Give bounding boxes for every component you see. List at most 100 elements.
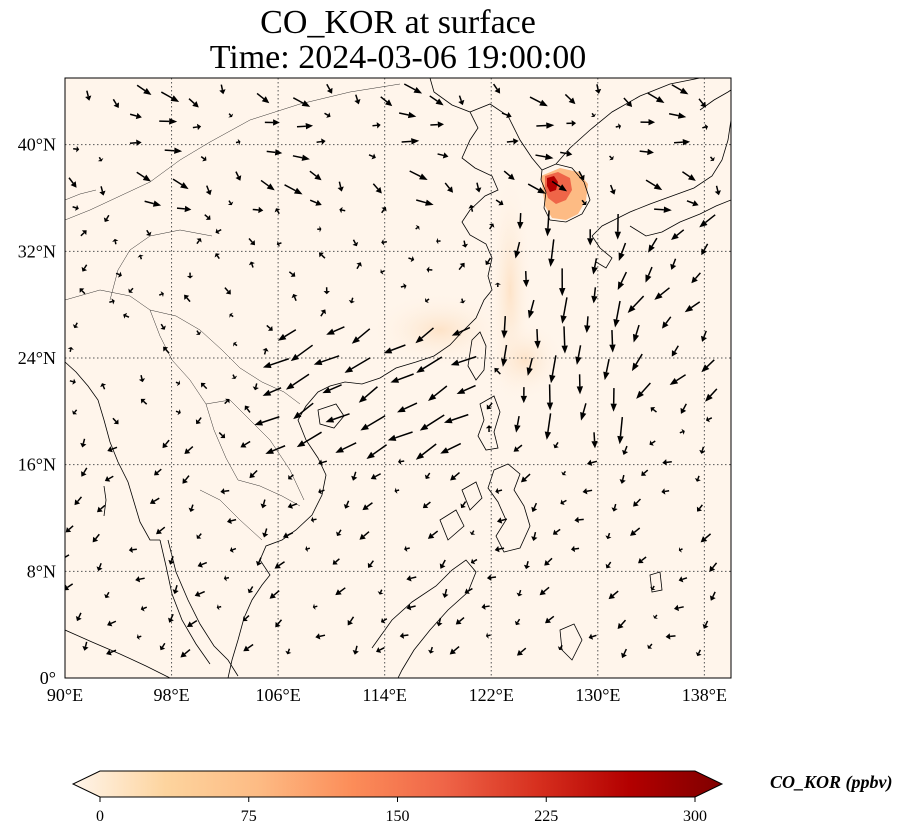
wind-arrow: [714, 185, 721, 196]
wind-arrow: [227, 200, 234, 206]
wind-arrow: [377, 589, 384, 595]
wind-arrow: [186, 272, 194, 279]
wind-arrow: [149, 497, 160, 505]
wind-arrow: [422, 501, 431, 509]
wind-arrow: [615, 123, 622, 130]
wind-arrow: [275, 619, 283, 628]
wind-arrow: [494, 367, 501, 375]
wind-arrow: [397, 402, 418, 413]
wind-arrow: [380, 96, 393, 107]
wind-arrow: [65, 525, 74, 533]
wind-arrow: [416, 356, 443, 373]
wind-arrow: [155, 526, 166, 535]
wind-arrow: [699, 446, 706, 454]
wind-arrow: [520, 387, 528, 404]
wind-arrow: [437, 152, 449, 159]
wind-arrow: [218, 432, 226, 439]
wind-arrow: [698, 98, 706, 108]
wind-arrow: [172, 178, 189, 190]
wind-arrow: [574, 516, 584, 524]
wind-arrow: [645, 266, 653, 283]
wind-arrow: [188, 98, 199, 108]
wind-arrow: [619, 474, 626, 484]
wind-arrow: [79, 288, 86, 295]
wind-arrow: [514, 618, 521, 626]
wind-arrow: [176, 205, 192, 213]
wind-arrow: [501, 112, 512, 119]
wind-arrow: [702, 123, 709, 131]
wind-arrow: [68, 177, 77, 188]
wind-arrow: [383, 344, 406, 354]
wind-arrow: [274, 208, 281, 215]
wind-arrow: [647, 92, 665, 103]
wind-arrow: [662, 459, 672, 466]
wind-arrow: [335, 442, 357, 453]
wind-arrow: [409, 170, 428, 180]
wind-arrow: [633, 498, 641, 507]
wind-arrow: [419, 414, 445, 431]
wind-arrow: [671, 345, 679, 357]
wind-arrow: [680, 403, 687, 414]
wind-arrow: [356, 262, 362, 270]
wind-arrow: [309, 199, 322, 206]
wind-arrow: [129, 139, 142, 146]
wind-arrow: [665, 633, 676, 640]
lat-tick-label: 32°N: [18, 241, 56, 261]
colorbar-tick-label: 300: [683, 808, 707, 825]
wind-arrow: [325, 413, 350, 423]
wind-arrow: [429, 95, 444, 106]
wind-arrow: [408, 256, 415, 263]
wind-arrow: [347, 616, 355, 626]
wind-arrow: [428, 646, 435, 654]
wind-arrow: [160, 91, 180, 102]
latitude-axis: 0° 8°N 16°N 24°N 32°N 40°N: [18, 135, 56, 688]
wind-arrow: [107, 620, 117, 627]
wind-arrow: [254, 416, 280, 426]
wind-arrow: [443, 413, 469, 424]
wind-arrow: [343, 500, 350, 509]
wind-arrow: [611, 503, 618, 512]
wind-arrow: [107, 446, 118, 453]
wind-arrow: [570, 545, 580, 553]
wind-arrow: [678, 546, 683, 553]
wind-arrow: [109, 298, 115, 305]
wind-arrow: [205, 185, 212, 196]
wind-arrow: [591, 287, 598, 304]
wind-arrow: [584, 316, 591, 334]
wind-arrow: [138, 375, 146, 383]
wind-arrow: [559, 268, 566, 297]
wind-arrow: [652, 614, 658, 619]
wind-arrow: [475, 182, 482, 193]
wind-arrow: [636, 382, 651, 399]
wind-arrow: [260, 179, 275, 191]
wind-arrow: [376, 647, 385, 653]
wind-arrow: [553, 441, 559, 449]
wind-arrow: [226, 517, 237, 524]
wind-arrow: [539, 586, 550, 596]
wind-arrow: [256, 557, 262, 566]
wind-arrow: [456, 384, 476, 394]
wind-arrow: [182, 475, 190, 484]
wind-arrow: [520, 473, 531, 483]
wind-arrow: [172, 584, 179, 595]
wind-arrow: [647, 643, 653, 649]
wind-arrow: [372, 122, 381, 129]
wind-arrow: [274, 561, 285, 569]
map-frame: [64, 77, 732, 679]
wind-arrow: [654, 206, 672, 213]
map-plot-area: [65, 78, 731, 678]
wind-arrow: [317, 225, 322, 233]
wind-arrow: [394, 487, 400, 494]
wind-arrow: [320, 309, 326, 317]
wind-arrow: [115, 271, 122, 278]
wind-arrow: [74, 496, 83, 506]
wind-arrow: [536, 122, 555, 129]
wind-arrow: [112, 417, 119, 425]
lon-tick-label: 90°E: [47, 685, 83, 705]
lat-tick-label: 8°N: [27, 561, 56, 581]
wind-arrow: [514, 415, 521, 433]
wind-arrow: [242, 614, 250, 622]
wind-arrow: [450, 355, 477, 366]
wind-arrow: [75, 612, 82, 622]
wind-arrow: [318, 252, 326, 259]
